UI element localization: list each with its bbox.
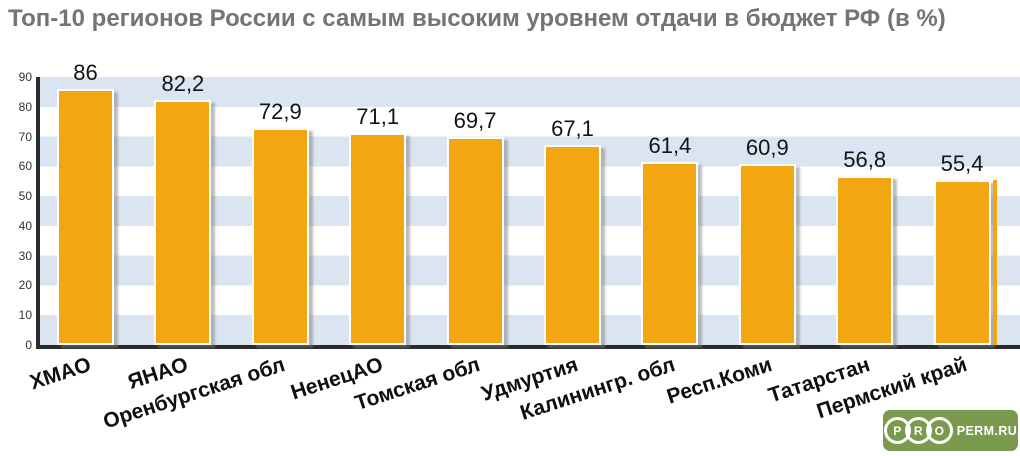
bar xyxy=(154,100,212,345)
bar-edge-artifact xyxy=(993,180,997,345)
bar xyxy=(933,180,991,345)
bar-value-label: 61,4 xyxy=(648,133,692,159)
bar-value-label: 60,9 xyxy=(745,134,789,160)
logo-text: PERM.RU xyxy=(956,423,1018,438)
y-axis-tick-label: 30 xyxy=(18,248,32,263)
y-axis-tick-label: 0 xyxy=(25,338,32,352)
bar-value-label: 82,2 xyxy=(161,71,205,97)
bar xyxy=(349,133,407,345)
x-axis-line xyxy=(36,345,1020,349)
logo-circle-o: O xyxy=(925,417,953,444)
bar-value-label: 67,1 xyxy=(551,116,594,142)
y-axis-tick-label: 50 xyxy=(18,189,32,204)
bar xyxy=(544,145,601,345)
bar xyxy=(251,127,309,345)
y-axis-tick-label: 90 xyxy=(18,70,32,84)
chart-title: Топ-10 регионов России с самым высоким у… xyxy=(8,5,946,32)
y-axis-line xyxy=(36,77,40,349)
y-axis-tick-label: 60 xyxy=(18,159,32,174)
bar-value-label: 55,4 xyxy=(940,151,984,177)
bar xyxy=(738,163,796,345)
bar-value-label: 71,1 xyxy=(356,104,400,130)
bar xyxy=(641,162,699,345)
y-axis-tick-label: 10 xyxy=(18,308,32,323)
bar xyxy=(836,175,894,345)
plot-area: 86 82,2 72,9 71,1 69,7 67,1 61,4 60,9 56,8 55,4 xyxy=(40,61,1020,345)
bar xyxy=(446,137,504,345)
x-axis-labels: ХМАО ЯНАО Оренбургская обл НенецАО Томская о… xyxy=(27,0,1020,456)
y-axis-tick-label: 40 xyxy=(18,218,32,233)
bar-value-label: 56,8 xyxy=(843,146,887,172)
y-axis-tick-label: 70 xyxy=(18,129,32,144)
y-axis-tick-label: 80 xyxy=(18,99,32,114)
bar-value-label: 72,9 xyxy=(258,98,302,124)
bar-value-label: 69,7 xyxy=(453,108,497,134)
y-axis-tick-label: 20 xyxy=(18,278,32,293)
bar-value-label: 86 xyxy=(73,59,98,85)
bar xyxy=(57,88,114,345)
